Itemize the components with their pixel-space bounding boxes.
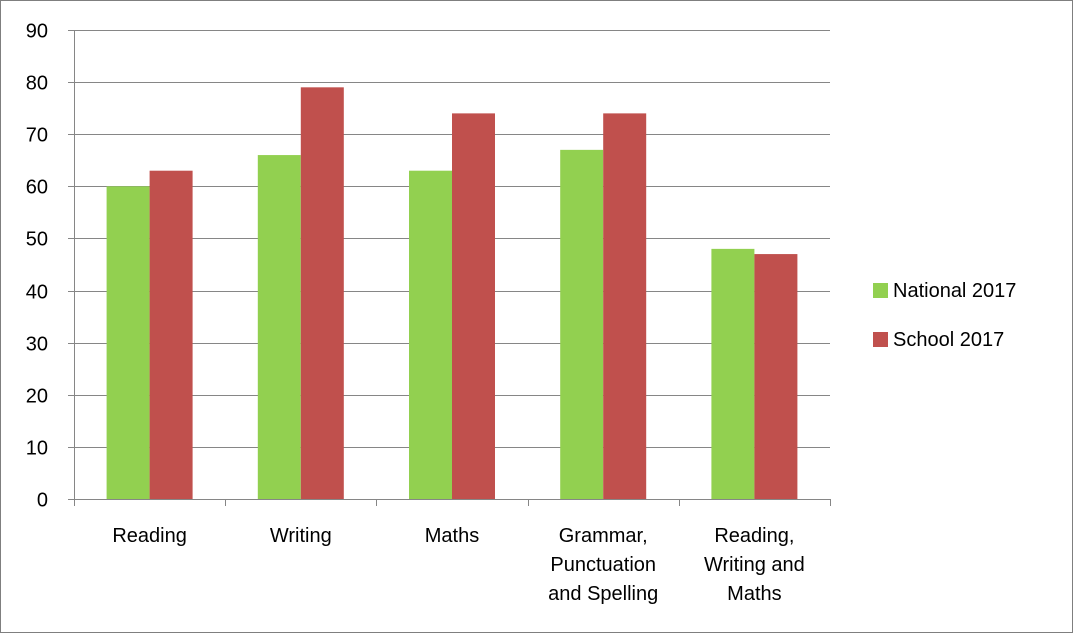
y-tick-label: 90: [26, 21, 48, 43]
x-category-label-line: Writing and: [704, 554, 805, 576]
x-category-label: Grammar, Punctuation and Spelling: [548, 525, 658, 605]
legend: National 2017 School 2017: [873, 280, 1016, 351]
y-tick-label: 10: [26, 438, 48, 460]
y-tick-label: 50: [26, 229, 48, 251]
x-category-label: Reading, Writing and Maths: [704, 525, 805, 605]
x-category-label-line: and Spelling: [548, 583, 658, 605]
legend-label-national: National 2017: [893, 280, 1016, 302]
bars: [106, 87, 798, 500]
y-tick-label: 40: [26, 282, 48, 304]
x-category-label-line: Maths: [425, 525, 479, 547]
bar-national-4: [711, 248, 755, 499]
x-category-label: Maths: [425, 525, 479, 547]
legend-label-school: School 2017: [893, 329, 1004, 351]
bar-school-1: [300, 87, 344, 500]
legend-swatch-national: [873, 283, 888, 298]
labels: 0 10 20 30 40 50 60 70 80 90 Reading Writing Maths Gr…: [26, 21, 805, 606]
y-tick-label: 70: [26, 125, 48, 147]
bar-national-2: [409, 170, 452, 499]
y-tick-label: 60: [26, 177, 48, 199]
x-category-label-line: Punctuation: [550, 554, 656, 576]
axes: [68, 30, 831, 506]
y-tick-label: 80: [26, 73, 48, 95]
bar-school-0: [149, 170, 193, 499]
x-category-label-line: Writing: [270, 525, 332, 547]
bar-national-1: [257, 155, 301, 500]
x-category-label-line: Grammar,: [559, 525, 648, 547]
bar-school-4: [754, 254, 798, 499]
x-category-label-line: Maths: [727, 583, 781, 605]
bar-school-3: [603, 113, 647, 499]
legend-swatch-school: [873, 332, 888, 347]
y-tick-label: 20: [26, 386, 48, 408]
x-category-label: Writing: [270, 525, 332, 547]
x-category-label-line: Reading: [112, 525, 187, 547]
y-tick-label: 30: [26, 334, 48, 356]
bar-national-3: [560, 149, 604, 499]
x-category-label-line: Reading,: [714, 525, 794, 547]
x-category-label: Reading: [112, 525, 187, 547]
y-tick-label: 0: [37, 490, 48, 512]
bar-national-0: [106, 186, 150, 500]
bar-school-2: [452, 113, 495, 499]
